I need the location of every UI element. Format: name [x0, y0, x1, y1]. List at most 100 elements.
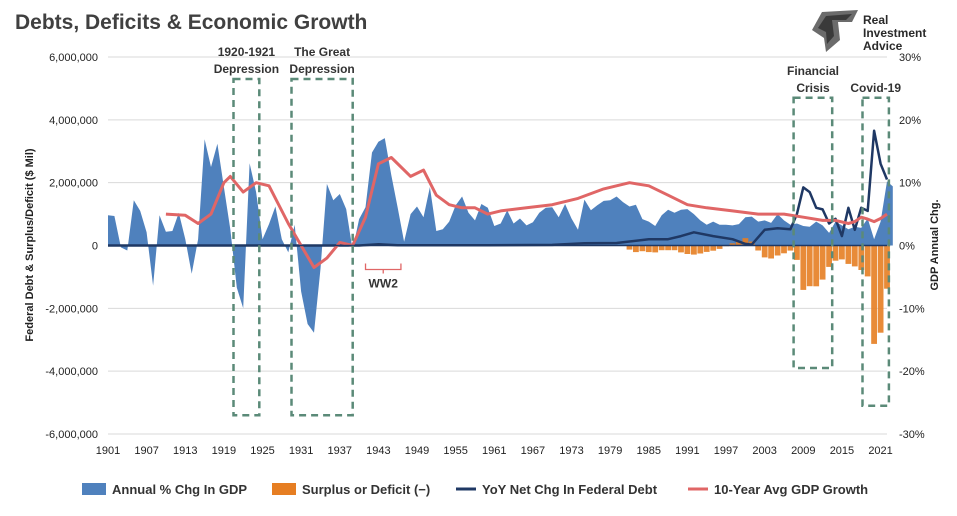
x-tick-label: 1967: [521, 445, 545, 457]
brand-name-line1: Real: [863, 13, 888, 27]
eagle-icon: [812, 10, 858, 52]
surplus-deficit-bar: [851, 245, 858, 267]
event-highlight-box: [232, 77, 261, 417]
surplus-deficit-bar: [652, 245, 659, 253]
y-right-tick-label: -30%: [899, 429, 925, 441]
event-highlight-box: [792, 96, 834, 370]
surplus-deficit-bar: [684, 245, 691, 254]
event-label: Covid-19: [850, 81, 901, 95]
y-right-tick-label: 0%: [899, 241, 915, 253]
surplus-deficit-bar: [839, 245, 845, 260]
x-tick-label: 2009: [791, 445, 815, 457]
event-label: Crisis: [796, 81, 830, 95]
x-axis: 1901 1907 1913 1919 1925 1931 1937 1943 1949 1955…: [96, 445, 893, 457]
legend: Annual % Chg In GDP Surplus or Deficit (−…: [82, 482, 868, 497]
avg-gdp-line-series: [165, 156, 888, 269]
y-right-tick-label: 10%: [899, 178, 921, 190]
event-highlight-box: [290, 77, 354, 417]
legend-swatch: [82, 483, 106, 495]
surplus-deficit-bar: [710, 245, 717, 251]
event-label: Depression: [289, 62, 354, 76]
event-label: Financial: [787, 64, 839, 78]
x-tick-label: 1925: [250, 445, 274, 457]
surplus-deficit-bar: [806, 245, 813, 287]
surplus-deficit-bar: [832, 245, 839, 261]
legend-label: YoY Net Chg In Federal Debt: [482, 482, 658, 497]
y-left-axis: 6,000,000 4,000,000 2,000,000 0 -2,000,000 -4…: [45, 52, 98, 441]
surplus-deficit-bar: [768, 245, 774, 259]
x-tick-label: 1973: [559, 445, 583, 457]
surplus-deficit-bar: [716, 245, 723, 249]
chart-title: Debts, Deficits & Economic Growth: [15, 11, 367, 34]
surplus-deficit-bar: [645, 245, 652, 253]
y-right-tick-label: 20%: [899, 115, 921, 127]
x-tick-label: 2003: [752, 445, 776, 457]
event-label: WW2: [369, 277, 399, 291]
brand-name-line3: Advice: [863, 39, 903, 53]
y-right-tick-label: -20%: [899, 366, 925, 378]
y-left-axis-title: Federal Debt & Surplus/Deficit ($ Mil): [24, 148, 36, 341]
y-right-axis: 30% 20% 10% 0% -10% -20% -30%: [899, 52, 925, 441]
y-left-tick-label: 2,000,000: [49, 178, 98, 190]
x-tick-label: 1949: [405, 445, 429, 457]
ww2-bracket: [364, 263, 402, 271]
y-left-tick-label: -6,000,000: [45, 429, 98, 441]
event-label: The Great: [294, 45, 350, 59]
surplus-deficit-bar: [639, 245, 646, 252]
gdp-area: [108, 138, 893, 333]
y-left-tick-label: 0: [92, 241, 98, 253]
surplus-deficit-bar: [761, 245, 768, 258]
x-tick-label: 1985: [637, 445, 661, 457]
surplus-deficit-bar: [813, 245, 820, 287]
y-left-tick-label: -4,000,000: [45, 366, 98, 378]
surplus-deficit-bar: [736, 241, 742, 246]
x-tick-label: 1937: [328, 445, 352, 457]
surplus-deficit-bar: [755, 245, 762, 251]
x-tick-label: 1991: [675, 445, 699, 457]
event-highlight-box: [861, 96, 891, 407]
surplus-deficit-bar: [697, 245, 704, 254]
x-tick-label: 1919: [212, 445, 236, 457]
surplus-deficit-bar: [633, 245, 639, 253]
gdp-area-series: [108, 138, 893, 333]
surplus-deficit-bar: [729, 243, 736, 246]
brand-logo: Real Investment Advice: [812, 10, 926, 53]
legend-label: Surplus or Deficit (−): [302, 482, 430, 497]
x-tick-label: 2015: [830, 445, 854, 457]
x-tick-label: 1931: [289, 445, 313, 457]
x-tick-label: 2021: [868, 445, 892, 457]
surplus-deficit-bar: [877, 245, 884, 333]
y-left-tick-label: -2,000,000: [45, 303, 98, 315]
surplus-deficit-bar: [671, 245, 678, 251]
surplus-deficit-bar: [658, 245, 665, 251]
y-left-tick-label: 4,000,000: [49, 115, 98, 127]
surplus-deficit-bar: [626, 245, 633, 250]
surplus-deficit-bar: [665, 245, 671, 251]
event-label: Depression: [214, 62, 279, 76]
surplus-deficit-bar: [703, 245, 710, 252]
event-label: 1920-1921: [218, 45, 276, 59]
surplus-deficit-bar: [826, 245, 832, 267]
y-left-tick-label: 6,000,000: [49, 52, 98, 64]
surplus-deficit-bar: [871, 245, 877, 344]
x-tick-label: 1955: [443, 445, 467, 457]
annotations: 1920-1921 Depression The Great Depression Fi…: [214, 45, 901, 417]
surplus-deficit-bar: [742, 238, 749, 246]
x-tick-label: 1913: [173, 445, 197, 457]
legend-label: 10-Year Avg GDP Growth: [714, 482, 868, 497]
x-tick-label: 1907: [134, 445, 158, 457]
x-tick-label: 1997: [714, 445, 738, 457]
surplus-deficit-bar: [781, 245, 787, 254]
surplus-deficit-bar: [819, 245, 826, 280]
y-right-tick-label: 30%: [899, 52, 921, 64]
x-tick-label: 1979: [598, 445, 622, 457]
x-tick-label: 1943: [366, 445, 390, 457]
surplus-deficit-bar: [787, 245, 794, 251]
surplus-deficit-series: [626, 238, 890, 344]
surplus-deficit-bar: [691, 245, 697, 255]
surplus-deficit-bar: [774, 245, 781, 256]
y-right-axis-title: GDP Annual Chg.: [929, 199, 941, 290]
surplus-deficit-bar: [845, 245, 852, 264]
surplus-deficit-bar: [884, 245, 890, 289]
